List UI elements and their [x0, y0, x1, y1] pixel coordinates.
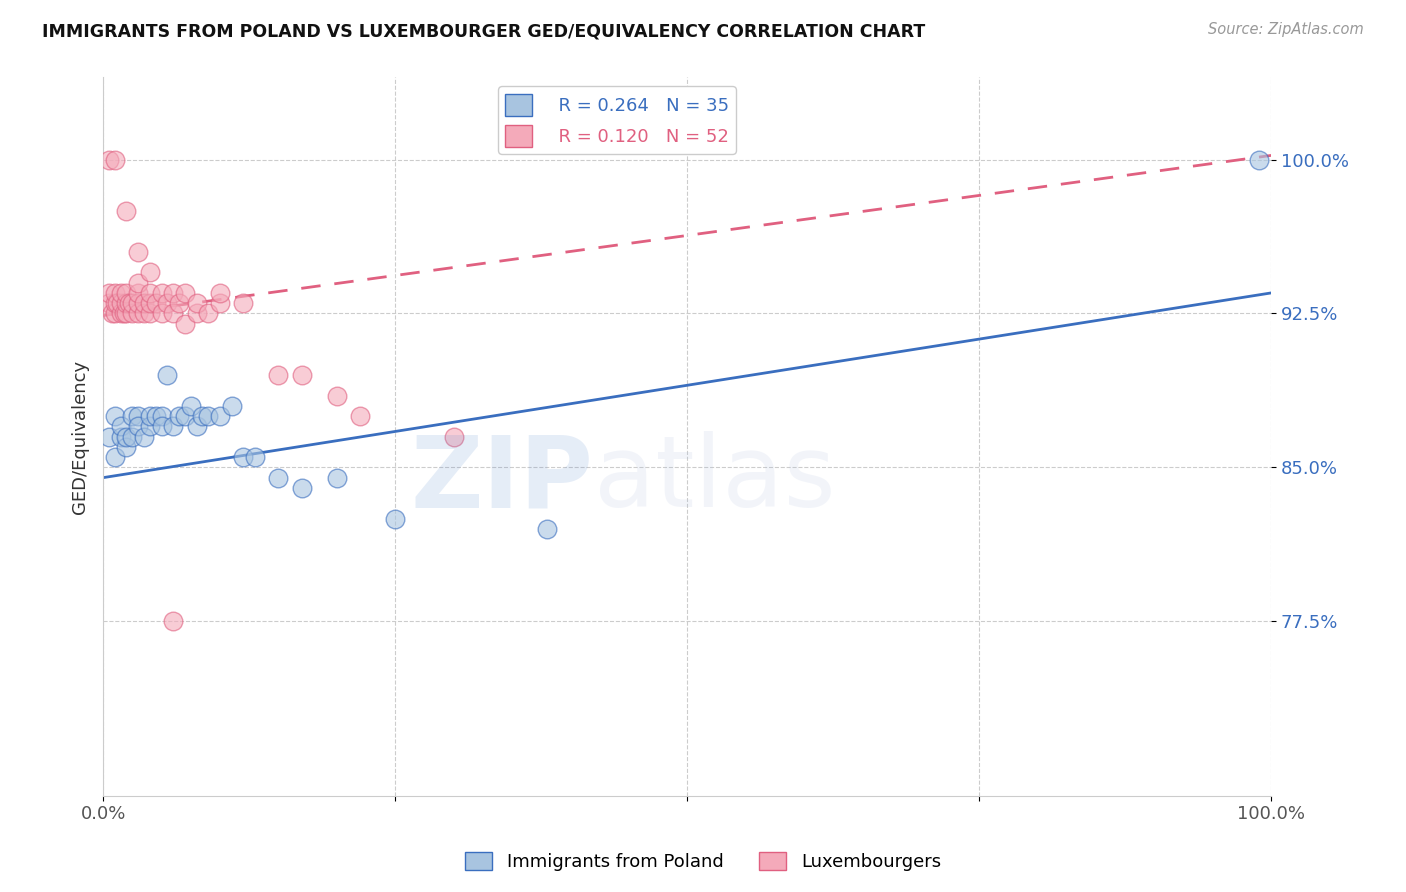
Point	[127, 296, 149, 310]
Point	[208, 285, 231, 300]
Point	[186, 419, 208, 434]
Point	[191, 409, 214, 423]
Point	[105, 296, 128, 310]
Point	[139, 306, 162, 320]
Point	[162, 306, 184, 320]
Point	[186, 306, 208, 320]
Y-axis label: GED/Equivalency: GED/Equivalency	[72, 359, 89, 514]
Point	[112, 306, 135, 320]
Point	[162, 419, 184, 434]
Point	[139, 265, 162, 279]
Point	[132, 306, 155, 320]
Point	[115, 285, 138, 300]
Point	[197, 409, 219, 423]
Point	[291, 368, 314, 382]
Point	[150, 419, 173, 434]
Point	[145, 409, 167, 423]
Point	[139, 285, 162, 300]
Point	[162, 285, 184, 300]
Point	[150, 285, 173, 300]
Legend: Immigrants from Poland, Luxembourgers: Immigrants from Poland, Luxembourgers	[458, 845, 948, 879]
Point	[325, 470, 347, 484]
Point	[162, 615, 184, 629]
Point	[150, 409, 173, 423]
Point	[443, 429, 465, 443]
Point	[98, 296, 121, 310]
Point	[110, 306, 132, 320]
Point	[267, 368, 290, 382]
Point	[536, 522, 558, 536]
Point	[291, 481, 314, 495]
Point	[180, 399, 202, 413]
Point	[150, 306, 173, 320]
Point	[173, 317, 195, 331]
Point	[139, 409, 162, 423]
Point	[127, 285, 149, 300]
Point	[101, 306, 124, 320]
Point	[232, 296, 254, 310]
Point	[243, 450, 266, 464]
Point	[325, 388, 347, 402]
Point	[121, 429, 143, 443]
Point	[173, 409, 195, 423]
Point	[139, 419, 162, 434]
Point	[156, 368, 179, 382]
Point	[384, 511, 406, 525]
Point	[110, 419, 132, 434]
Point	[115, 440, 138, 454]
Point	[118, 296, 141, 310]
Point	[139, 296, 162, 310]
Point	[208, 409, 231, 423]
Point	[167, 296, 190, 310]
Point	[197, 306, 219, 320]
Point	[127, 306, 149, 320]
Point	[349, 409, 371, 423]
Point	[267, 470, 290, 484]
Point	[104, 296, 127, 310]
Point	[145, 296, 167, 310]
Point	[127, 409, 149, 423]
Point	[115, 306, 138, 320]
Point	[156, 296, 179, 310]
Point	[104, 409, 127, 423]
Point	[121, 296, 143, 310]
Point	[221, 399, 243, 413]
Point	[115, 429, 138, 443]
Point	[208, 296, 231, 310]
Point	[132, 429, 155, 443]
Text: ZIP: ZIP	[411, 431, 593, 528]
Point	[1249, 153, 1271, 167]
Point	[110, 285, 132, 300]
Text: Source: ZipAtlas.com: Source: ZipAtlas.com	[1208, 22, 1364, 37]
Point	[232, 450, 254, 464]
Point	[173, 285, 195, 300]
Point	[98, 285, 121, 300]
Point	[127, 244, 149, 259]
Point	[167, 409, 190, 423]
Point	[104, 306, 127, 320]
Point	[121, 306, 143, 320]
Text: IMMIGRANTS FROM POLAND VS LUXEMBOURGER GED/EQUIVALENCY CORRELATION CHART: IMMIGRANTS FROM POLAND VS LUXEMBOURGER G…	[42, 22, 925, 40]
Legend:   R = 0.264   N = 35,   R = 0.120   N = 52: R = 0.264 N = 35, R = 0.120 N = 52	[498, 87, 737, 154]
Point	[104, 153, 127, 167]
Point	[186, 296, 208, 310]
Point	[121, 409, 143, 423]
Point	[115, 296, 138, 310]
Text: atlas: atlas	[593, 431, 835, 528]
Point	[110, 429, 132, 443]
Point	[115, 203, 138, 218]
Point	[104, 285, 127, 300]
Point	[98, 429, 121, 443]
Point	[98, 153, 121, 167]
Point	[127, 276, 149, 290]
Point	[104, 450, 127, 464]
Point	[132, 296, 155, 310]
Point	[110, 296, 132, 310]
Point	[127, 419, 149, 434]
